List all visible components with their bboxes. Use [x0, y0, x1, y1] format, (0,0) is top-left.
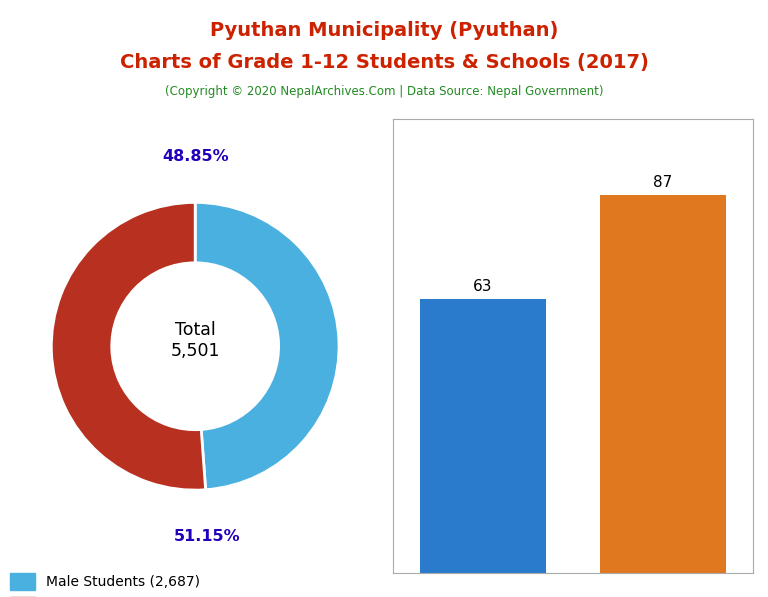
Text: 51.15%: 51.15% — [174, 529, 240, 544]
Wedge shape — [51, 202, 206, 490]
Text: Charts of Grade 1-12 Students & Schools (2017): Charts of Grade 1-12 Students & Schools … — [120, 53, 648, 72]
Text: 48.85%: 48.85% — [162, 149, 229, 164]
Text: 87: 87 — [653, 175, 672, 190]
Wedge shape — [195, 202, 339, 490]
Bar — [600, 195, 726, 573]
Legend: Male Students (2,687), Female Students (2,814): Male Students (2,687), Female Students (… — [5, 567, 223, 597]
Text: (Copyright © 2020 NepalArchives.Com | Data Source: Nepal Government): (Copyright © 2020 NepalArchives.Com | Da… — [165, 85, 603, 98]
Bar — [420, 299, 546, 573]
Text: Pyuthan Municipality (Pyuthan): Pyuthan Municipality (Pyuthan) — [210, 21, 558, 40]
Text: 63: 63 — [473, 279, 492, 294]
Text: Total
5,501: Total 5,501 — [170, 321, 220, 360]
